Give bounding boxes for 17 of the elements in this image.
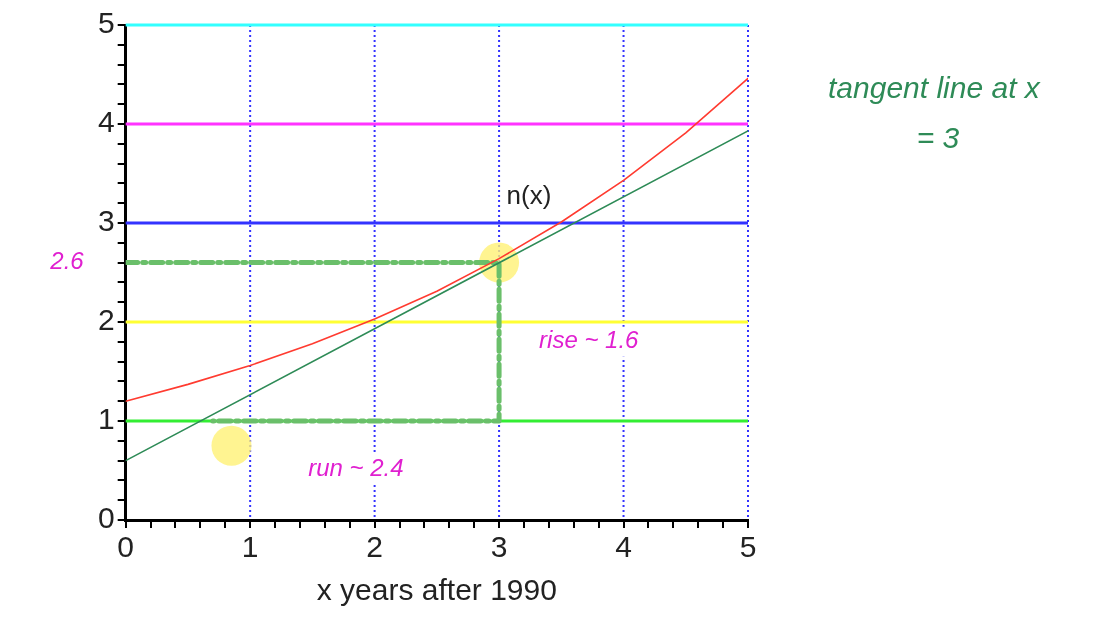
annotation: rise ~ 1.6 — [539, 326, 640, 354]
x-tick-label: 5 — [739, 530, 757, 564]
x-tick-label: 2 — [366, 530, 383, 564]
x-axis-title: x years after 1990 — [316, 573, 557, 607]
y-tick-label: 3 — [98, 204, 115, 238]
x-tick-label: 1 — [241, 530, 259, 564]
annotation: run ~ 2.4 — [308, 453, 404, 481]
text: tangent line at x = 3 — [828, 71, 1041, 155]
x-tick-label: 3 — [490, 530, 508, 564]
x-tick-label: 4 — [615, 530, 632, 564]
y-tick-label: 5 — [98, 6, 115, 40]
series-label: n(x) — [506, 180, 552, 211]
y-tick-label: 0 — [98, 501, 115, 535]
annotation: 2.6 — [49, 247, 85, 275]
y-tick-label: 4 — [98, 105, 115, 139]
y-tick-label: 1 — [98, 402, 115, 436]
y-tick-label: 2 — [98, 303, 115, 337]
